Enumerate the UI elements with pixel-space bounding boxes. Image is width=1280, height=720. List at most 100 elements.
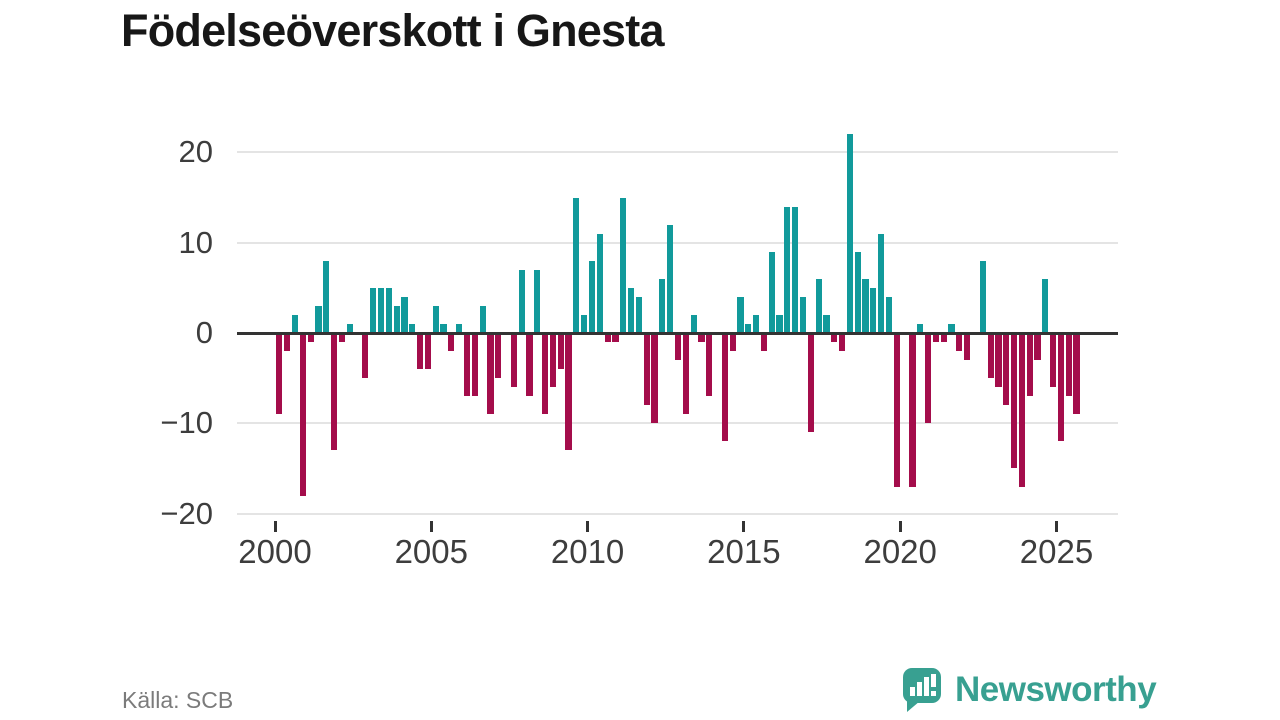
bar-2013-Q2 <box>690 314 697 333</box>
bar-2017-Q2 <box>815 278 822 333</box>
bar-2019-Q1 <box>870 287 877 333</box>
bar-2003-Q3 <box>385 287 392 333</box>
bar-2019-Q2 <box>878 233 885 333</box>
logo-bar-icon <box>924 677 929 696</box>
bar-2015-Q3 <box>760 333 768 352</box>
bar-2001-Q4 <box>331 333 338 451</box>
x-axis-tick <box>273 521 277 532</box>
gridline <box>237 241 1118 244</box>
bar-2008-Q2 <box>534 269 541 333</box>
bar-2020-Q2 <box>909 333 916 487</box>
bar-2009-Q4 <box>581 314 588 333</box>
bar-2021-Q4 <box>956 333 963 352</box>
gridline <box>237 422 1118 425</box>
bar-2008-Q1 <box>526 333 533 397</box>
bar-2017-Q1 <box>807 333 814 433</box>
bar-2020-Q4 <box>924 333 932 424</box>
bar-2005-Q4 <box>456 323 463 333</box>
bar-2012-Q1 <box>651 333 658 424</box>
bar-2007-Q3 <box>510 333 517 388</box>
bar-2004-Q4 <box>424 333 431 370</box>
bar-2004-Q1 <box>401 296 408 333</box>
bar-2004-Q2 <box>409 323 416 333</box>
chart-title: Födelseöverskott i Gnesta <box>121 5 664 56</box>
bar-2011-Q4 <box>643 333 650 406</box>
bar-2024-Q3 <box>1042 278 1049 333</box>
x-axis-tick-label: 2010 <box>550 533 625 570</box>
bar-2010-Q1 <box>588 260 596 333</box>
speech-bubble-chart-icon <box>903 668 941 712</box>
bar-2002-Q4 <box>362 333 369 379</box>
bar-2016-Q3 <box>792 206 799 333</box>
bar-2018-Q1 <box>839 333 846 352</box>
x-axis-tick <box>586 521 590 532</box>
bar-2013-Q1 <box>682 333 689 415</box>
bar-2001-Q1 <box>307 333 314 343</box>
x-axis-tick-label: 2005 <box>394 533 468 570</box>
y-axis-tick-label: −10 <box>160 405 213 441</box>
x-axis-tick <box>742 521 746 532</box>
bar-2016-Q4 <box>799 296 807 333</box>
bar-2023-Q3 <box>1010 333 1018 469</box>
bar-2017-Q4 <box>831 333 838 343</box>
bar-2005-Q2 <box>440 323 447 333</box>
bar-2006-Q1 <box>463 333 471 397</box>
bar-2005-Q1 <box>432 305 439 333</box>
bar-2022-Q1 <box>964 333 971 361</box>
bar-2000-Q2 <box>284 333 291 352</box>
bar-2001-Q3 <box>323 260 330 333</box>
bar-2014-Q3 <box>729 333 736 352</box>
bar-2002-Q1 <box>338 333 345 343</box>
bar-2014-Q2 <box>721 333 728 442</box>
bar-2018-Q4 <box>862 278 869 333</box>
bar-2003-Q4 <box>393 305 400 333</box>
bar-2007-Q4 <box>518 269 525 333</box>
x-axis-tick <box>898 521 902 532</box>
bar-2019-Q4 <box>893 333 900 487</box>
bar-2008-Q4 <box>549 333 557 388</box>
logo-exclamation-icon <box>931 691 936 696</box>
bar-2009-Q3 <box>573 197 580 333</box>
bar-2009-Q1 <box>557 333 564 370</box>
bar-2006-Q4 <box>487 333 494 415</box>
bar-2006-Q2 <box>471 333 478 397</box>
bar-2012-Q4 <box>674 333 682 361</box>
x-axis-tick <box>1055 521 1058 532</box>
bar-2025-Q3 <box>1073 333 1080 415</box>
bar-2011-Q1 <box>620 197 627 333</box>
x-axis-tick-label: 2025 <box>1019 533 1094 570</box>
bar-2012-Q2 <box>659 278 666 333</box>
bar-2013-Q4 <box>706 333 713 397</box>
bar-2016-Q2 <box>784 206 791 333</box>
bar-2023-Q1 <box>995 333 1002 388</box>
bar-2004-Q3 <box>416 333 424 370</box>
bar-2025-Q1 <box>1057 333 1065 442</box>
bar-2025-Q2 <box>1065 333 1072 397</box>
bar-2018-Q3 <box>854 251 861 333</box>
newsworthy-wordmark: Newsworthy <box>955 670 1157 709</box>
logo-exclamation-icon <box>931 674 936 687</box>
bar-2015-Q4 <box>768 251 775 333</box>
bar-2016-Q1 <box>776 314 783 333</box>
bar-2010-Q4 <box>612 333 619 343</box>
bar-2003-Q1 <box>370 287 377 333</box>
bar-2022-Q4 <box>987 333 994 379</box>
bar-2013-Q3 <box>698 333 705 343</box>
bar-2000-Q3 <box>291 314 299 333</box>
bar-2020-Q3 <box>917 323 924 333</box>
y-axis-tick-label: 20 <box>178 134 213 170</box>
bar-2012-Q3 <box>667 224 674 333</box>
logo-bar-icon <box>910 687 915 696</box>
y-axis-tick-label: −20 <box>160 495 213 531</box>
bar-2022-Q3 <box>979 260 986 333</box>
x-axis-tick-label: 2015 <box>707 533 781 570</box>
bar-2019-Q3 <box>885 296 893 333</box>
bar-2018-Q2 <box>846 134 853 333</box>
x-axis-tick-label: 2020 <box>863 533 937 570</box>
bar-2007-Q1 <box>495 333 502 379</box>
bar-2006-Q3 <box>479 305 486 333</box>
x-axis-tick-label: 2000 <box>238 533 312 570</box>
bar-2001-Q2 <box>315 305 322 333</box>
bar-2017-Q3 <box>823 314 830 333</box>
